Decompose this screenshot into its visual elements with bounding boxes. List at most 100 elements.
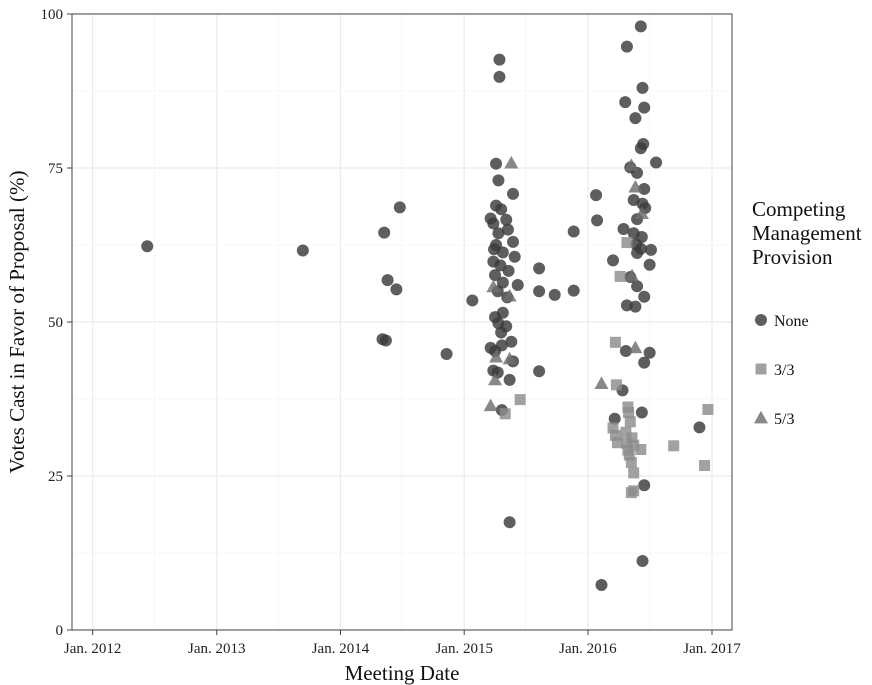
- data-point: [629, 112, 642, 125]
- data-point: [492, 174, 505, 187]
- data-point: [486, 279, 501, 293]
- data-point: [620, 40, 633, 53]
- data-point: [500, 213, 513, 226]
- data-point: [631, 247, 644, 260]
- data-point: [607, 254, 620, 267]
- data-point: [296, 244, 309, 257]
- legend-label: 5/3: [774, 411, 794, 428]
- x-tick-label: Jan. 2012: [64, 641, 122, 657]
- legend-title: Provision: [752, 245, 833, 269]
- data-point: [636, 555, 649, 568]
- data-point: [634, 206, 649, 219]
- data-point: [381, 274, 394, 287]
- data-point: [621, 437, 633, 449]
- y-tick-label: 0: [56, 623, 64, 639]
- data-point: [548, 288, 561, 301]
- data-point: [533, 365, 546, 378]
- data-point: [668, 440, 680, 452]
- data-point: [533, 285, 546, 298]
- data-point: [567, 284, 580, 297]
- data-point: [638, 356, 651, 369]
- data-point: [609, 336, 621, 348]
- data-point: [628, 439, 640, 451]
- data-point: [611, 437, 623, 449]
- data-point: [466, 294, 479, 307]
- x-tick-label: Jan. 2013: [188, 641, 246, 657]
- y-tick-label: 100: [41, 7, 64, 23]
- data-point: [493, 70, 506, 83]
- data-point: [610, 379, 622, 391]
- data-point: [693, 421, 706, 434]
- data-point: [379, 334, 392, 347]
- data-point: [622, 401, 634, 413]
- data-point: [533, 262, 546, 275]
- x-tick-label: Jan. 2014: [312, 641, 370, 657]
- data-point: [378, 226, 391, 239]
- data-point: [495, 203, 508, 216]
- data-point: [702, 403, 714, 415]
- data-point: [390, 283, 403, 296]
- data-point: [511, 279, 524, 292]
- data-point: [619, 344, 632, 357]
- data-point: [393, 201, 406, 214]
- data-point: [503, 373, 516, 386]
- legend-title: Competing: [752, 197, 846, 221]
- data-point: [628, 467, 640, 479]
- legend-label: None: [774, 313, 809, 330]
- x-tick-label: Jan. 2015: [435, 641, 493, 657]
- data-point: [607, 422, 619, 434]
- data-point: [634, 142, 647, 155]
- data-point: [623, 407, 635, 419]
- data-point: [502, 351, 517, 365]
- data-point: [644, 243, 657, 256]
- data-point: [489, 269, 502, 282]
- data-point: [490, 157, 503, 170]
- data-point: [614, 270, 626, 282]
- x-tick-label: Jan. 2017: [683, 641, 741, 657]
- data-point: [507, 235, 520, 248]
- axes: Jan. 2012 Jan. 2013 Jan. 2014 Jan. 2015 Jan.…: [41, 7, 742, 657]
- data-point: [628, 340, 643, 354]
- x-tick-label: Jan. 2016: [559, 641, 617, 657]
- data-point: [638, 479, 651, 492]
- data-point: [508, 250, 521, 263]
- data-point: [624, 158, 639, 171]
- data-point: [492, 227, 505, 240]
- data-point: [625, 268, 639, 282]
- data-point: [489, 349, 504, 363]
- data-point: [507, 187, 520, 200]
- legend-key: [755, 363, 767, 375]
- data-point: [628, 179, 643, 193]
- legend-key: [755, 314, 767, 326]
- data-point: [502, 288, 517, 302]
- data-point: [141, 240, 154, 253]
- data-point: [643, 346, 656, 359]
- data-point: [629, 300, 642, 313]
- data-point: [650, 156, 663, 169]
- data-point: [638, 101, 651, 114]
- data-point: [591, 214, 604, 227]
- data-point: [514, 394, 526, 406]
- data-point: [493, 53, 506, 66]
- data-point: [594, 376, 609, 389]
- data-point: [631, 280, 644, 293]
- data-point: [488, 372, 503, 386]
- x-axis-title: Meeting Date: [345, 661, 460, 685]
- data-point: [483, 398, 498, 412]
- data-point: [626, 432, 638, 444]
- data-point: [499, 408, 511, 420]
- data-point: [699, 460, 711, 472]
- y-tick-label: 75: [48, 161, 63, 177]
- data-point: [487, 217, 500, 230]
- data-point: [495, 326, 508, 339]
- data-point: [595, 579, 608, 592]
- data-point: [636, 81, 649, 94]
- data-point: [643, 258, 656, 271]
- legend-label: 3/3: [774, 362, 794, 379]
- data-point: [625, 456, 637, 468]
- data-point: [590, 189, 603, 202]
- data-point: [505, 335, 518, 348]
- data-point: [624, 416, 636, 428]
- y-tick-label: 50: [48, 315, 63, 331]
